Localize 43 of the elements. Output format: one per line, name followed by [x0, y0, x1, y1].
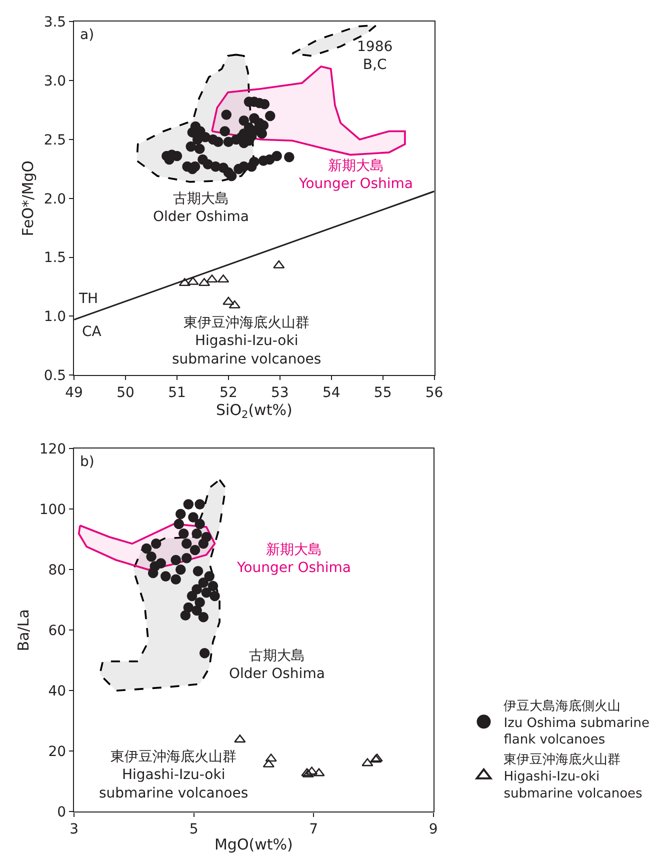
x-tick-label: 9 [428, 822, 438, 838]
y-tick-label: 2.0 [44, 191, 66, 208]
x-tick-label: 55 [374, 384, 392, 401]
x-tick-label: 50 [116, 384, 134, 401]
y-tick-label: 60 [48, 623, 66, 640]
x-axis-title: MgO(wt%) [214, 836, 293, 854]
x-tick-label: 53 [270, 384, 289, 401]
annotation: CA [82, 324, 102, 340]
y-axis-title: Ba/La [14, 609, 33, 652]
annotation: a) [80, 27, 94, 43]
y-tick-label: 1.5 [44, 250, 66, 266]
y-tick-label: 3.5 [44, 14, 66, 31]
annotation: 新期大島 Younger Oshima [298, 158, 414, 192]
annotation: 東伊豆沖海底火山群 Higashi-Izu-oki submarine volcanoes [172, 315, 322, 368]
x-axis-title: SiO$_{2}$(wt%) [216, 400, 292, 422]
y-axis-title: FeO*/MgO [19, 160, 38, 236]
y-tick-label: 3.0 [44, 74, 66, 90]
y-tick-label: 0.5 [44, 368, 66, 384]
annotation: b) [80, 454, 94, 470]
x-tick-label: 51 [168, 384, 186, 401]
x-tick-label: 54 [322, 384, 340, 401]
x-tick-label: 3 [70, 822, 79, 838]
y-tick-label: 120 [39, 442, 66, 458]
x-tick-label: 52 [220, 384, 238, 401]
annotation: 古期大島 Older Oshima [229, 648, 325, 682]
y-tick-label: 80 [48, 562, 66, 579]
y-tick-label: 1.0 [44, 309, 66, 326]
y-tick-label: 2.5 [44, 132, 66, 148]
legend-label: 東伊豆沖海底火山群 Higashi-Izu-oki submarine volcanoes [504, 752, 643, 802]
annotation: 1986 B,C [357, 39, 393, 74]
x-tick-label: 7 [309, 822, 318, 838]
y-tick-label: 100 [39, 502, 66, 518]
x-tick-label: 56 [425, 384, 444, 401]
y-tick-label: 20 [48, 744, 66, 760]
y-tick-label: 0 [57, 804, 66, 821]
annotation: 東伊豆沖海底火山群 Higashi-Izu-oki submarine volcanoes [99, 749, 248, 802]
y-tick-label: 40 [48, 684, 66, 700]
x-tick-label: 49 [65, 384, 83, 401]
annotation: 新期大島 Younger Oshima [236, 542, 352, 576]
annotation: 古期大島 Older Oshima [153, 191, 249, 226]
annotation: TH [78, 291, 98, 307]
legend-label: 伊豆大島海底側火山 Izu Oshima submarine flank volcanoes [504, 698, 650, 748]
x-tick-label: 5 [189, 822, 198, 838]
